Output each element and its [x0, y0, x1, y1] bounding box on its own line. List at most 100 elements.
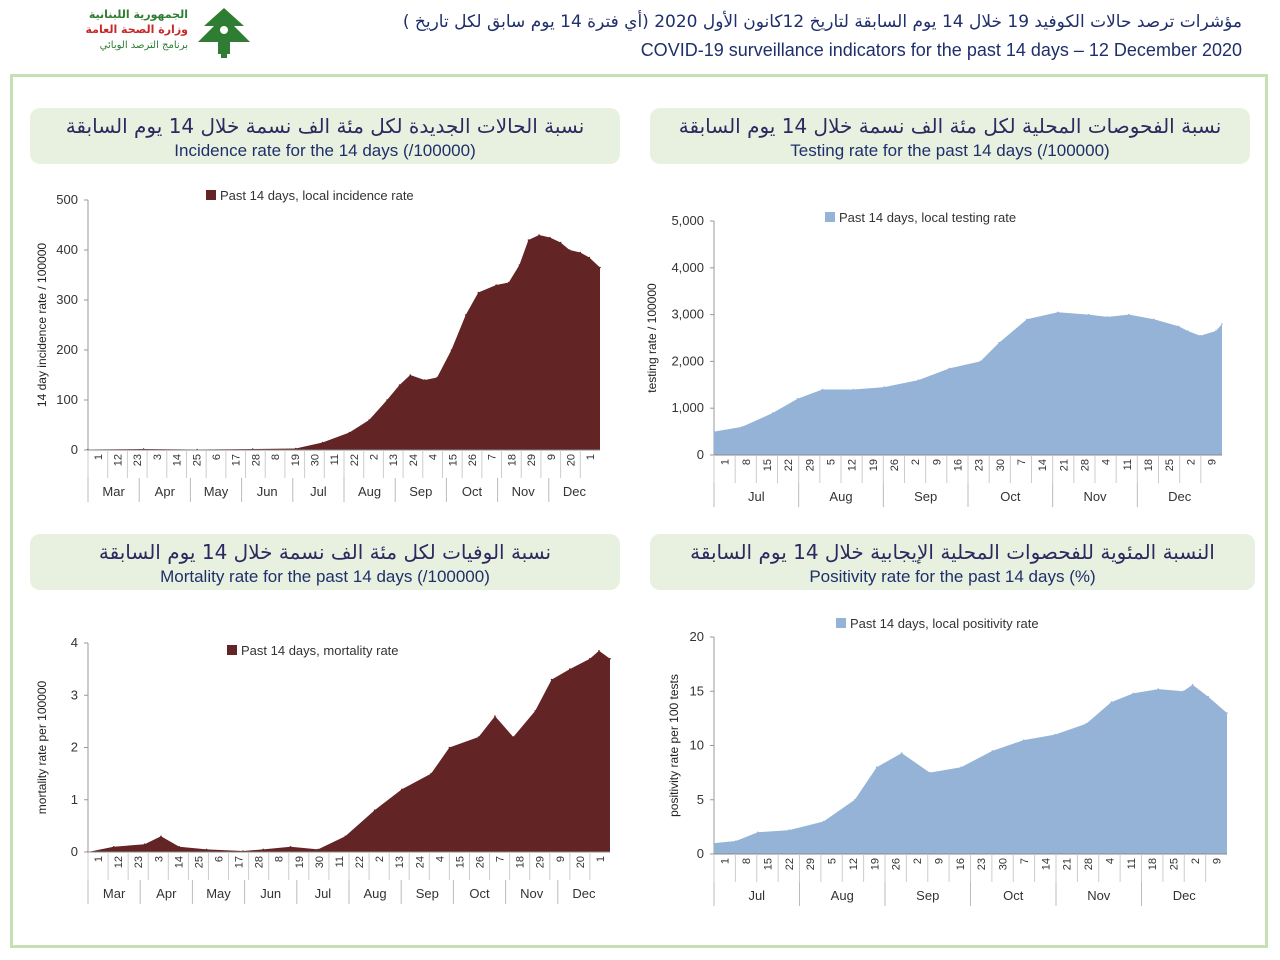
y-tick-label: 0: [71, 442, 78, 457]
x-tick-label: 14: [172, 454, 184, 466]
y-tick-label: 2: [71, 740, 78, 755]
series-area: [714, 684, 1227, 854]
x-tick-label: 25: [191, 454, 203, 466]
data-point: [821, 388, 824, 391]
y-tick-label: 1: [71, 792, 78, 807]
data-point: [588, 256, 591, 259]
positivity-title-box: النسبة المئوية للفحصوات المحلية الإيجابي…: [650, 534, 1255, 590]
data-point: [507, 281, 510, 284]
x-tick-label: 1: [595, 856, 607, 862]
x-tick-label: 9: [1206, 459, 1218, 465]
data-point: [512, 736, 515, 738]
data-point: [1207, 695, 1209, 698]
x-tick-label: 22: [784, 858, 796, 870]
legend-label: Past 14 days, local testing rate: [839, 210, 1016, 225]
data-point: [401, 788, 403, 791]
data-point: [373, 809, 376, 811]
data-point: [579, 251, 582, 254]
data-point: [569, 668, 571, 670]
data-point: [917, 379, 920, 381]
y-tick-label: 2,000: [671, 353, 704, 368]
data-point: [1191, 683, 1194, 686]
data-point: [436, 376, 438, 379]
x-tick-label: 30: [998, 858, 1010, 870]
data-point: [294, 447, 297, 450]
month-label: Oct: [1003, 888, 1024, 903]
data-point: [929, 771, 931, 774]
x-tick-label: 1: [93, 856, 105, 862]
data-point: [160, 835, 162, 838]
x-tick-label: 26: [889, 459, 901, 471]
month-label: Dec: [1168, 489, 1192, 504]
x-tick-label: 12: [847, 459, 859, 471]
data-point: [450, 349, 453, 351]
data-point: [477, 736, 480, 738]
legend-swatch: [825, 212, 835, 222]
y-tick-label: 0: [697, 846, 704, 861]
x-tick-label: 29: [804, 459, 816, 471]
x-tick-label: 9: [555, 856, 567, 862]
legend-label: Past 14 days, mortality rate: [241, 643, 399, 658]
cedar-icon: [198, 8, 250, 58]
data-point: [1157, 688, 1159, 690]
data-point: [757, 831, 759, 834]
x-tick-label: 20: [575, 856, 587, 868]
x-tick-label: 15: [447, 454, 459, 466]
month-label: Nov: [520, 886, 544, 901]
y-axis-label: 14 day incidence rate / 100000: [35, 243, 49, 407]
x-tick-label: 29: [535, 856, 547, 868]
data-point: [142, 448, 145, 450]
x-tick-label: 14: [1040, 858, 1052, 870]
month-label: Dec: [572, 886, 596, 901]
x-tick-label: 24: [414, 856, 426, 868]
x-tick-label: 21: [1058, 459, 1070, 471]
data-point: [423, 379, 426, 381]
x-tick-label: 28: [1083, 858, 1095, 870]
data-point: [289, 846, 292, 848]
x-tick-label: 17: [231, 454, 243, 466]
x-tick-label: 13: [394, 856, 406, 868]
data-point: [883, 386, 886, 388]
data-point: [1026, 318, 1028, 321]
x-tick-label: 15: [762, 459, 774, 471]
data-point: [998, 341, 1000, 344]
data-point: [448, 746, 451, 749]
incidence-title-en: Incidence rate for the 14 days (/100000): [174, 141, 476, 160]
data-point: [948, 367, 951, 370]
data-point: [1226, 712, 1228, 714]
data-point: [788, 829, 790, 831]
month-label: Nov: [1083, 489, 1107, 504]
data-point: [550, 678, 553, 681]
series-area: [714, 312, 1222, 455]
data-point: [609, 657, 611, 660]
x-tick-label: 8: [274, 856, 286, 862]
positivity-title-ar: النسبة المئوية للفحصوات المحلية الإيجابي…: [690, 540, 1215, 564]
data-point: [1182, 690, 1184, 693]
x-tick-label: 18: [506, 454, 518, 466]
data-point: [741, 426, 743, 428]
x-tick-label: 18: [515, 856, 527, 868]
data-point: [538, 234, 540, 236]
data-point: [534, 710, 536, 712]
data-point: [321, 441, 324, 444]
x-tick-label: 7: [1016, 459, 1028, 465]
data-point: [178, 846, 181, 848]
y-tick-label: 1,000: [671, 400, 704, 415]
x-tick-label: 1: [93, 454, 105, 460]
incidence-title-ar: نسبة الحالات الجديدة لكل مئة الف نسمة خل…: [65, 114, 585, 138]
ministry-logo: الجمهورية اللبنانية وزارة الصحة العامة ب…: [58, 4, 258, 62]
x-tick-label: 5: [825, 459, 837, 465]
data-point: [568, 249, 571, 251]
x-tick-label: 19: [290, 454, 302, 466]
mortality-title-box: نسبة الوفيات لكل مئة الف نسمة خلال 14 يو…: [30, 534, 620, 590]
month-label: Mar: [102, 484, 125, 499]
data-point: [1057, 311, 1059, 314]
data-point: [1177, 325, 1180, 328]
x-tick-label: 2: [369, 454, 381, 460]
x-tick-label: 30: [314, 856, 326, 868]
testing-title-en: Testing rate for the past 14 days (/1000…: [790, 141, 1110, 160]
data-point: [1153, 318, 1155, 321]
x-tick-label: 30: [995, 459, 1007, 471]
x-tick-label: 16: [952, 459, 964, 471]
data-point: [735, 840, 737, 842]
